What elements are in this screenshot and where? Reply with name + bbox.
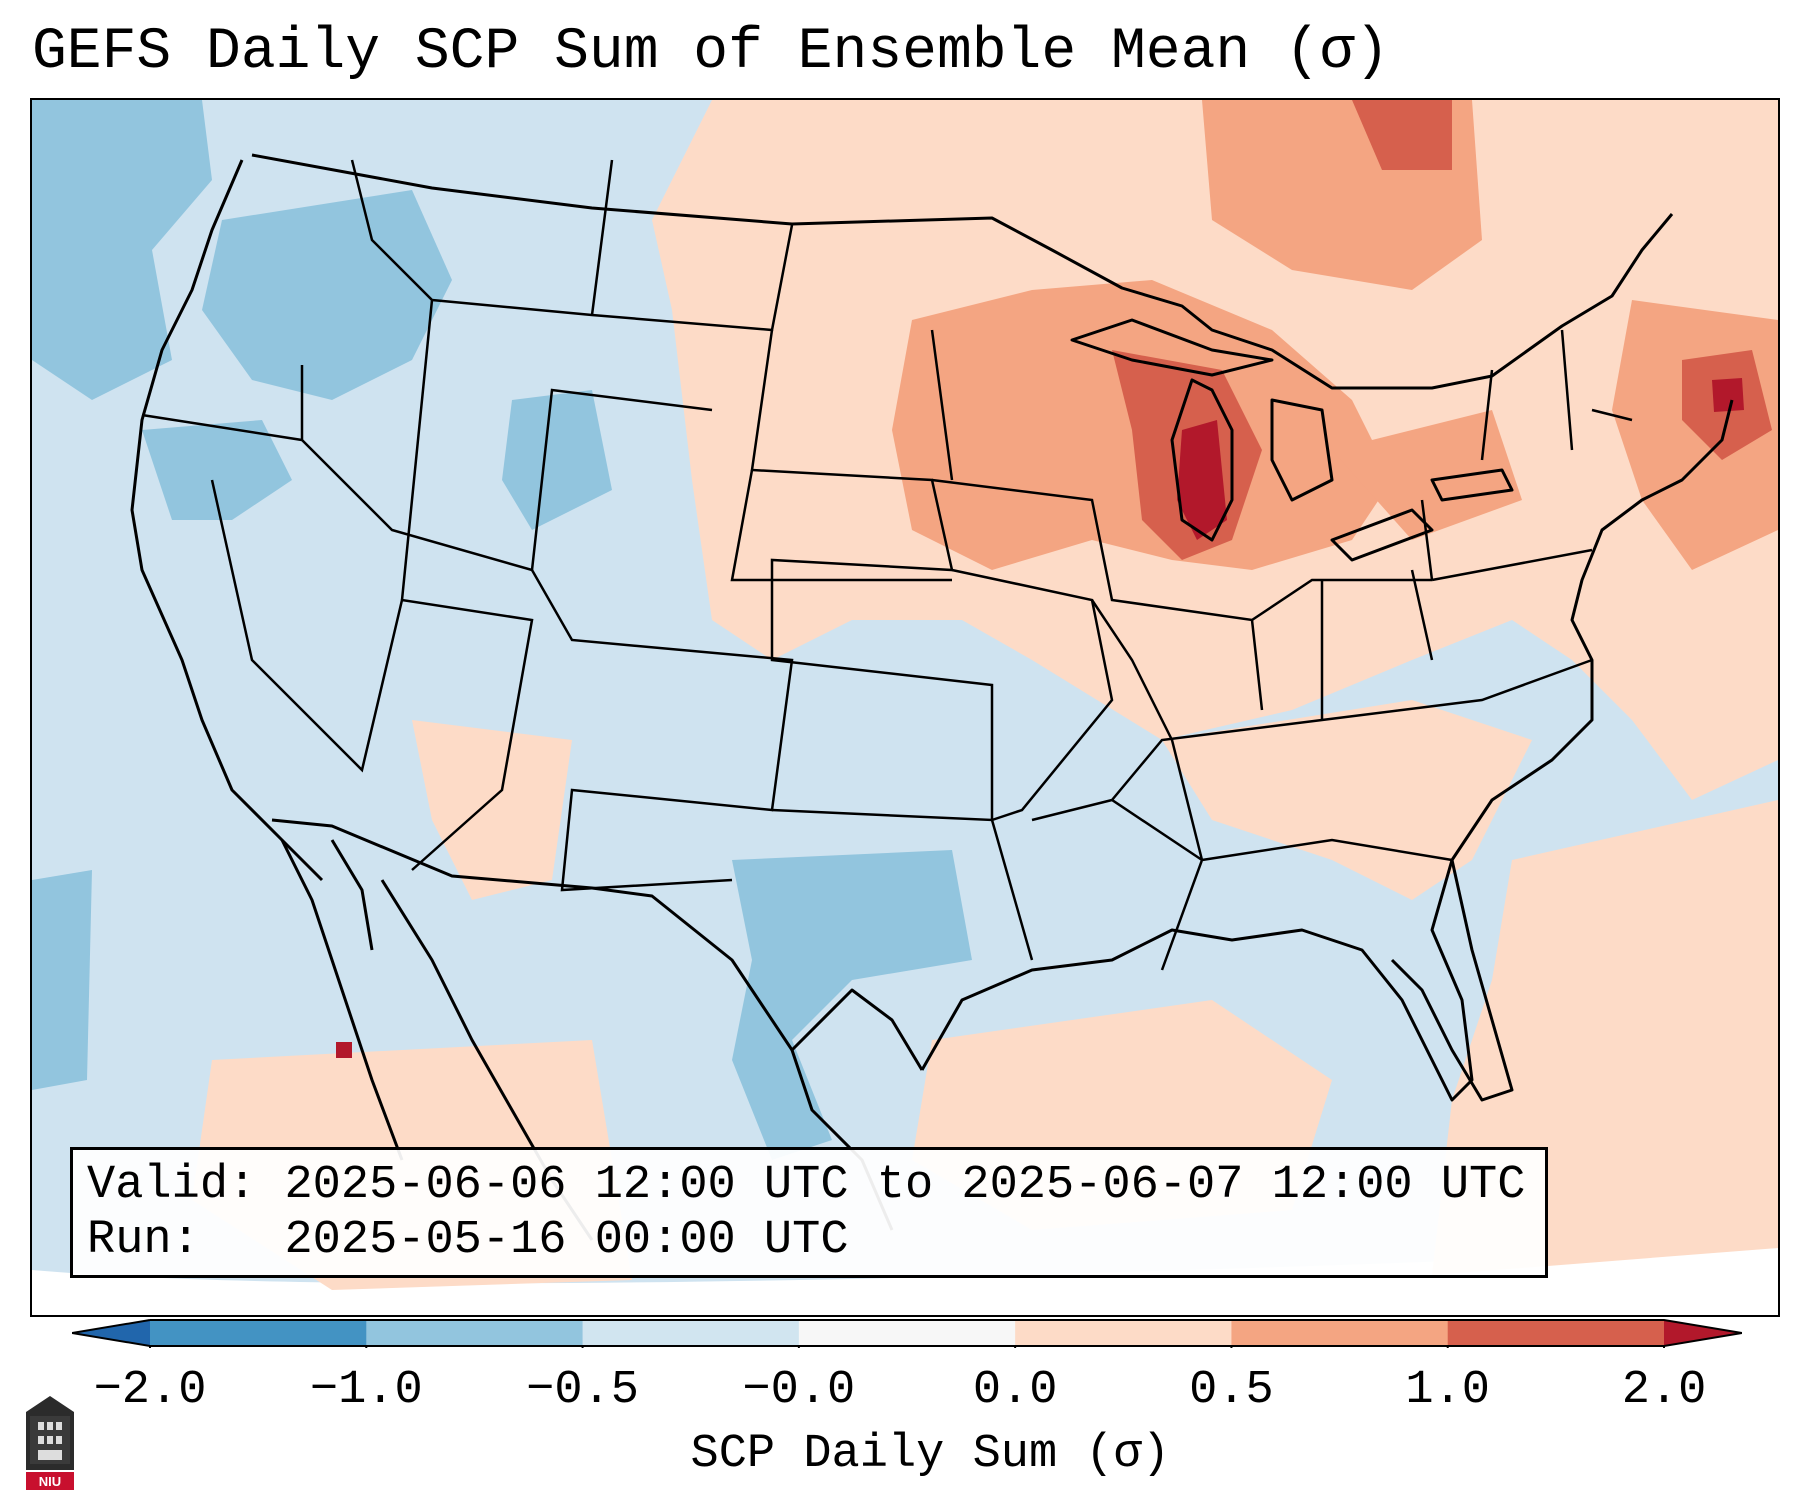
colorbar-tick-label: −0.5 — [526, 1364, 639, 1417]
anomaly-field — [32, 100, 1778, 1290]
colorbar — [72, 1319, 1742, 1348]
lake-michigan — [1170, 378, 1234, 542]
colorbar-under-extension — [72, 1320, 150, 1346]
state-line — [930, 329, 1432, 622]
canada-us-border — [251, 153, 1674, 390]
field-extreme-lake-michigan — [1177, 420, 1227, 540]
state-line — [730, 469, 1114, 822]
field-negative-northwest — [202, 190, 452, 400]
state-lines — [141, 159, 1633, 971]
field-extreme-baja — [336, 1042, 352, 1058]
colorbar-segment — [366, 1320, 584, 1346]
colorbar-tick-label: 2.0 — [1621, 1364, 1707, 1417]
valid-label: Valid: — [87, 1159, 257, 1212]
valid-row: Valid: 2025-06-06 12:00 UTC to 2025-06-0… — [87, 1158, 1531, 1213]
mexico-us-border — [271, 818, 924, 1071]
florida-peninsula — [1390, 859, 1514, 1102]
colorbar-segment — [582, 1320, 800, 1346]
chart-title: GEFS Daily SCP Sum of Ensemble Mean (σ) — [32, 20, 1390, 85]
run-value: 2025-05-16 00:00 UTC — [284, 1214, 849, 1267]
map-canvas — [32, 100, 1778, 1315]
lake-superior — [1070, 318, 1274, 377]
colorbar-segment — [150, 1320, 367, 1346]
valid-value: 2025-06-06 12:00 UTC to 2025-06-07 12:00… — [284, 1159, 1526, 1212]
run-label: Run: — [87, 1214, 200, 1267]
state-line — [750, 329, 994, 822]
colorbar-tick-label: −2.0 — [93, 1364, 207, 1417]
colorbar-ticks — [149, 1346, 1665, 1348]
colorbar-tick-label: 1.0 — [1405, 1364, 1491, 1417]
field-positive-southwest — [412, 720, 572, 900]
map-panel: Valid: 2025-06-06 12:00 UTC to 2025-06-0… — [30, 98, 1780, 1317]
niu-logo: NIU — [26, 1396, 74, 1490]
gulf-coast — [920, 859, 1474, 1102]
projection-edge — [32, 1248, 1778, 1315]
colorbar-tick-label: 0.5 — [1189, 1364, 1274, 1417]
state-line — [1420, 329, 1633, 581]
lake-ontario — [1430, 468, 1514, 502]
field-negative-pacific — [32, 100, 212, 400]
colorbar-tick-label: 0.0 — [972, 1364, 1058, 1417]
field-negative-wyoming — [502, 390, 612, 530]
field-negative-pacific-south — [32, 870, 92, 1090]
field-negative-oregon — [142, 420, 292, 520]
logo-text: NIU — [39, 1474, 61, 1489]
colorbar-segment — [1015, 1320, 1232, 1346]
boundaries — [130, 153, 1734, 1241]
baja-peninsula — [280, 839, 404, 1161]
field-negative-texas — [732, 850, 972, 1160]
valid-run-info-box: Valid: 2025-06-06 12:00 UTC to 2025-06-0… — [70, 1147, 1548, 1278]
east-coast — [1450, 399, 1734, 861]
field-extreme-new-england — [1712, 378, 1744, 412]
run-row: Run: 2025-05-16 00:00 UTC — [87, 1213, 1531, 1268]
colorbar-segments — [150, 1320, 1665, 1346]
colorbar-segment — [1231, 1320, 1449, 1346]
colorbar-segment — [798, 1320, 1016, 1346]
colorbar-segment — [1447, 1320, 1665, 1346]
state-line — [1250, 548, 1593, 720]
colorbar-over-extension — [1664, 1320, 1742, 1346]
colorbar-tick-label: −0.0 — [742, 1364, 856, 1417]
colorbar-tick-label: −1.0 — [309, 1364, 423, 1417]
field-strong-ontario-north — [1352, 100, 1452, 170]
field-positive-southeast — [1162, 700, 1532, 900]
lake-huron-erie — [1270, 398, 1434, 562]
field-moderate-ohio-valley — [1332, 410, 1522, 540]
west-coast — [130, 159, 324, 882]
colorbar-label: SCP Daily Sum (σ) — [690, 1428, 1171, 1481]
